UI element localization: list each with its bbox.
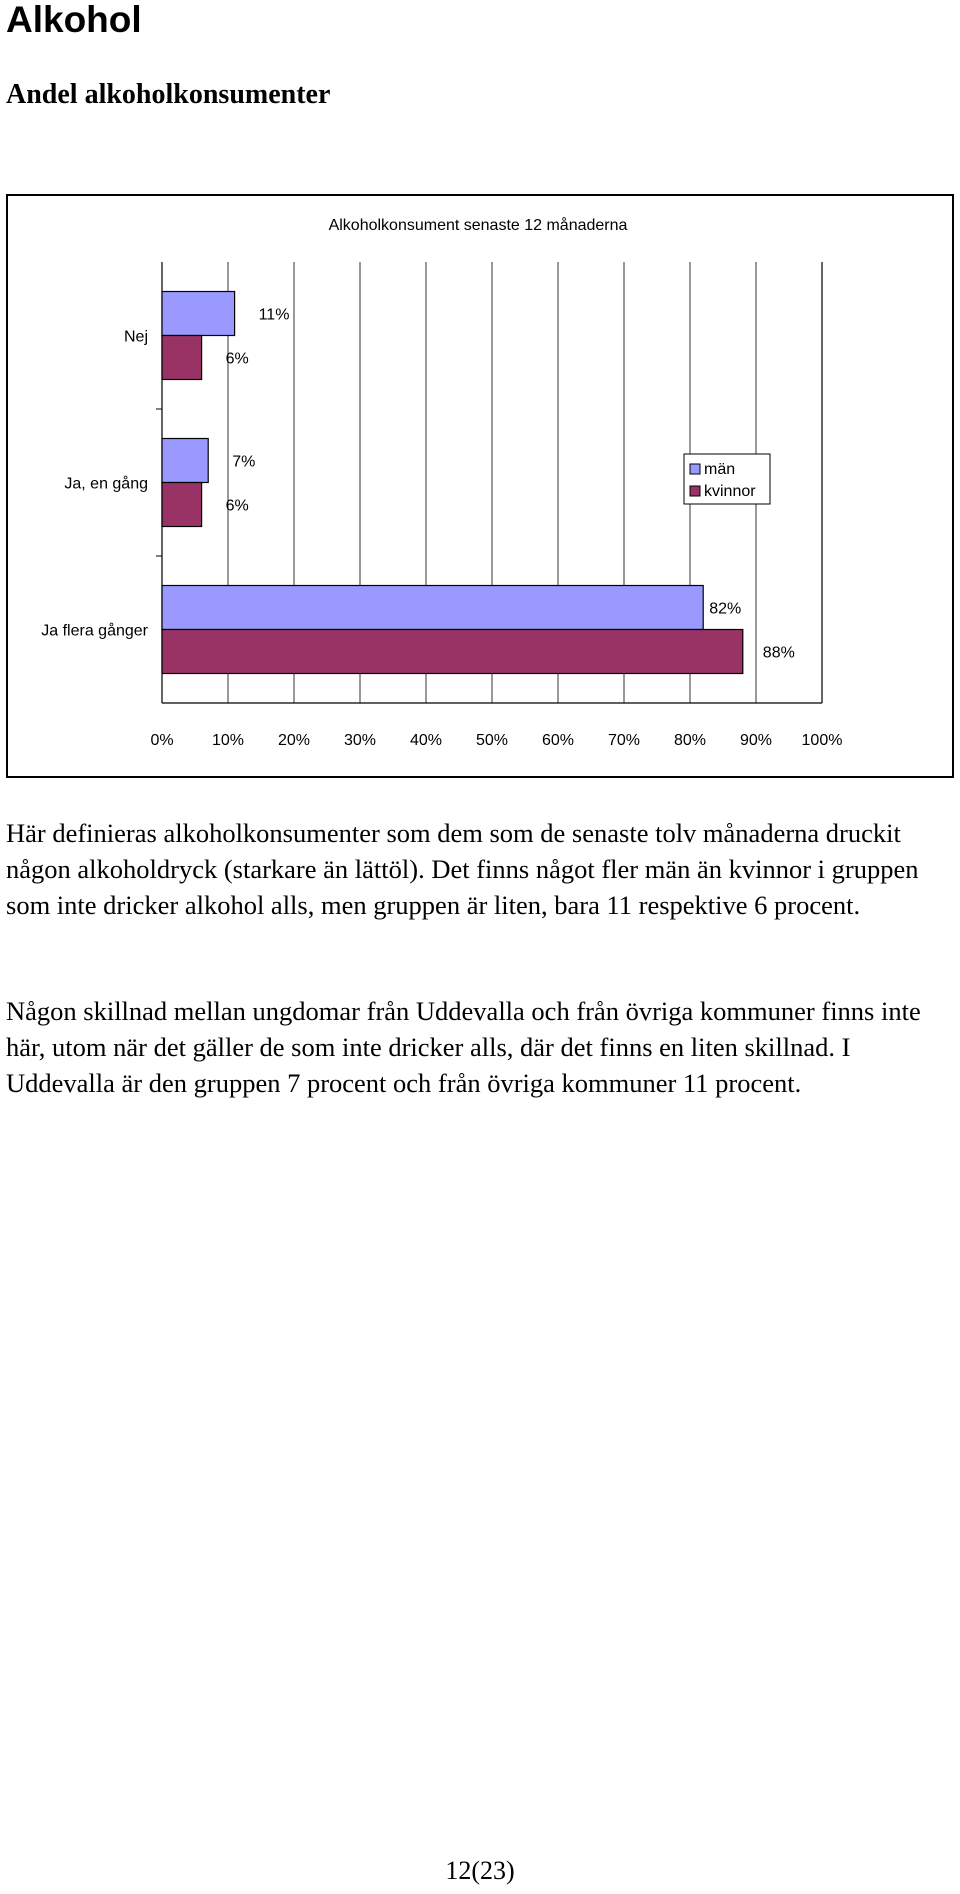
x-tick-label: 60% xyxy=(542,732,574,749)
page-heading: Alkohol xyxy=(6,0,142,40)
x-tick-label: 30% xyxy=(344,732,376,749)
category-label: Ja, en gång xyxy=(64,475,148,493)
data-label: 6% xyxy=(226,498,249,515)
section-heading: Andel alkoholkonsumenter xyxy=(6,79,331,110)
grid-lines xyxy=(156,262,823,704)
legend-label-kvinnor: kvinnor xyxy=(704,483,756,500)
x-tick-label: 40% xyxy=(410,732,442,749)
category-label: Ja flera gånger xyxy=(41,622,148,640)
chart-title: Alkoholkonsument senaste 12 månaderna xyxy=(329,216,628,234)
page-number: 12(23) xyxy=(445,1856,515,1885)
category-labels: Nej Ja, en gång Ja flera gånger xyxy=(41,329,148,640)
x-tick-label: 20% xyxy=(278,732,310,749)
x-axis-ticks: 0% 10% 20% 30% 40% 50% 60% 70% 80% 90% 100% xyxy=(150,732,842,749)
x-tick-label: 80% xyxy=(674,732,706,749)
bar-män-1 xyxy=(161,437,209,484)
x-tick-label: 10% xyxy=(212,732,244,749)
data-label: 82% xyxy=(709,601,741,618)
x-tick-label: 100% xyxy=(802,732,843,749)
legend-swatch-kvinnor xyxy=(689,485,701,497)
bar-kvinnor-2 xyxy=(161,628,744,675)
data-labels: 11% 6% 7% 6% 82% 88% xyxy=(226,307,795,662)
data-label: 88% xyxy=(763,645,795,662)
bar-kvinnor-0 xyxy=(161,334,203,381)
x-tick-label: 70% xyxy=(608,732,640,749)
bar-kvinnor-1 xyxy=(161,481,203,528)
body-paragraph-2: Någon skillnad mellan ungdomar från Udde… xyxy=(6,996,921,1098)
x-tick-label: 50% xyxy=(476,732,508,749)
legend: män kvinnor xyxy=(683,453,771,505)
x-tick-label: 90% xyxy=(740,732,772,749)
bar-chart: Alkoholkonsument senaste 12 månaderna 11… xyxy=(41,216,842,749)
data-label: 6% xyxy=(226,351,249,368)
legend-swatch-män xyxy=(689,463,701,475)
bars xyxy=(161,290,744,675)
bar-män-2 xyxy=(161,584,704,631)
body-paragraph-1: Här definieras alkoholkonsumenter som de… xyxy=(6,818,919,920)
x-tick-label: 0% xyxy=(150,732,173,749)
data-label: 11% xyxy=(259,307,290,324)
bar-män-0 xyxy=(161,290,236,337)
category-label: Nej xyxy=(124,329,148,346)
data-label: 7% xyxy=(232,454,255,471)
chart-frame: Alkoholkonsument senaste 12 månaderna 11… xyxy=(6,194,954,778)
legend-label-män: män xyxy=(704,461,735,478)
